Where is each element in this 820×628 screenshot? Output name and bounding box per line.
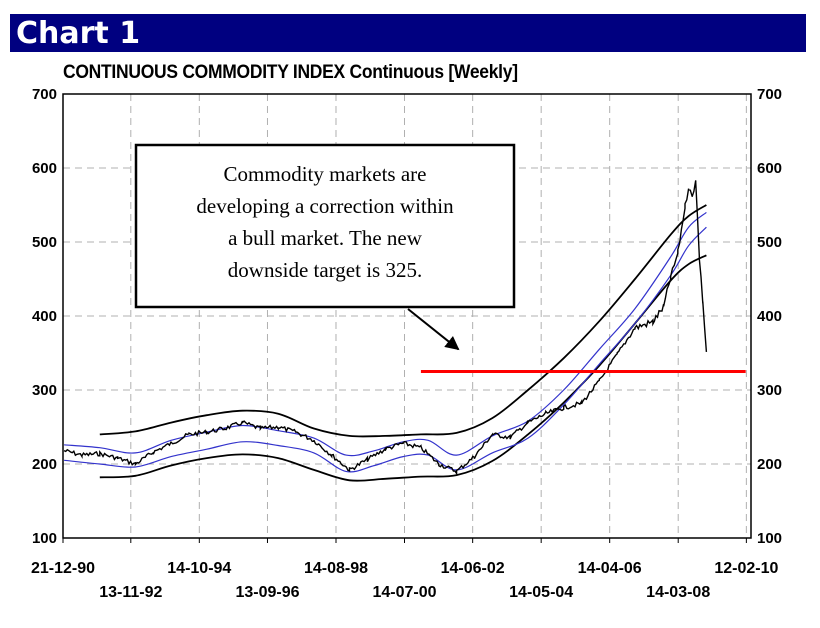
x-tick-label: 14-05-04 <box>509 584 573 601</box>
x-tick-label: 12-02-10 <box>714 560 778 577</box>
y-tick-label-right: 100 <box>757 530 782 547</box>
annotation-line-1: Commodity markets are <box>224 162 427 186</box>
x-tick-label: 21-12-90 <box>31 560 95 577</box>
y-tick-label-right: 400 <box>757 308 782 325</box>
x-tick-label: 14-04-06 <box>578 560 642 577</box>
y-tick-label-right: 700 <box>757 86 782 103</box>
annotation-arrow <box>407 308 460 351</box>
y-tick-label-left: 500 <box>32 234 57 251</box>
y-tick-label-left: 200 <box>32 456 57 473</box>
y-tick-label-left: 300 <box>32 382 57 399</box>
y-tick-label-right: 600 <box>757 160 782 177</box>
annotation-layer: Commodity markets are developing a corre… <box>134 143 516 351</box>
y-tick-label-right: 500 <box>757 234 782 251</box>
x-tick-label: 14-08-98 <box>304 560 368 577</box>
axes-layer: 100 100 200 200 300 300 400 400 500 500 600 600 700 7… <box>31 86 782 601</box>
annotation-line-2: developing a correction within <box>196 194 454 218</box>
y-tick-label-left: 600 <box>32 160 57 177</box>
x-tick-label: 14-07-00 <box>372 584 436 601</box>
chart-title: CONTINUOUS COMMODITY INDEX Continuous [W… <box>63 62 518 83</box>
x-tick-label: 14-06-02 <box>441 560 505 577</box>
series-moving-average-band-lower <box>64 226 707 473</box>
annotation-line-3: a bull market. The new <box>228 226 423 250</box>
series-commodity-index <box>63 180 708 476</box>
plot-frame <box>62 93 752 539</box>
y-tick-label-left: 400 <box>32 308 57 325</box>
x-tick-label: 13-09-96 <box>235 584 299 601</box>
x-tick-label: 14-10-94 <box>167 560 231 577</box>
series-envelope-upper <box>99 204 707 438</box>
y-tick-label-right: 200 <box>757 456 782 473</box>
x-tick-label: 13-11-92 <box>99 584 162 601</box>
y-tick-label-right: 300 <box>757 382 782 399</box>
annotation-line-4: downside target is 325. <box>228 258 422 282</box>
series-layer <box>63 180 746 482</box>
y-tick-label-left: 100 <box>32 530 57 547</box>
annotation-box <box>134 143 516 309</box>
chart-banner: Chart 1 <box>10 14 806 52</box>
x-tick-label: 14-03-08 <box>646 584 710 601</box>
y-tick-label-left: 700 <box>32 86 57 103</box>
